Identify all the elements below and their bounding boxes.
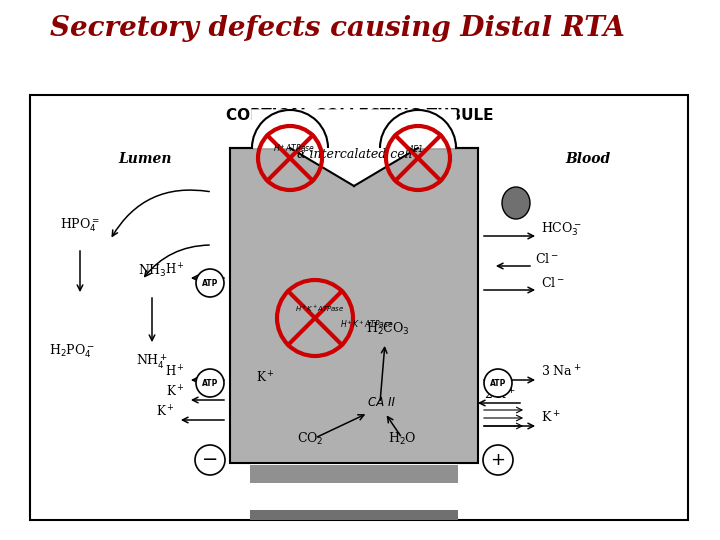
Text: CO$_2$: CO$_2$ (297, 431, 323, 447)
Circle shape (195, 445, 225, 475)
Text: NH$_3$: NH$_3$ (138, 263, 166, 279)
Text: 3 Na$^+$: 3 Na$^+$ (541, 364, 582, 380)
Text: Blood: Blood (565, 152, 611, 166)
Wedge shape (380, 110, 456, 148)
Circle shape (196, 369, 224, 397)
Circle shape (483, 445, 513, 475)
Text: Lumen: Lumen (118, 152, 172, 166)
Text: H$^+$K$^+$ATPase: H$^+$K$^+$ATPase (295, 303, 345, 314)
Text: K$^+$: K$^+$ (166, 384, 185, 400)
Circle shape (484, 369, 512, 397)
Text: AE1: AE1 (408, 145, 423, 154)
Circle shape (196, 269, 224, 297)
Bar (250, 465, 458, 483)
Text: H$_2$CO$_3$: H$_2$CO$_3$ (366, 321, 410, 337)
Text: 2 K$^+$: 2 K$^+$ (485, 388, 516, 403)
Text: ATP: ATP (202, 379, 218, 388)
Text: K$^+$: K$^+$ (156, 404, 175, 420)
Text: +: + (490, 451, 505, 469)
Text: ATP: ATP (202, 279, 218, 287)
Text: −: − (202, 450, 218, 469)
Text: H$^+$: H$^+$ (165, 364, 185, 380)
Bar (30, 95, 688, 520)
Text: H$_2$PO$_4^-$: H$_2$PO$_4^-$ (49, 343, 95, 361)
Text: H$_2$O: H$_2$O (387, 431, 416, 447)
Bar (230, 148, 478, 463)
Text: Cl$^-$: Cl$^-$ (541, 276, 564, 290)
Text: CORTICAL COLLECTING TUBULE: CORTICAL COLLECTING TUBULE (226, 108, 494, 123)
Text: Secretory defects causing Distal RTA: Secretory defects causing Distal RTA (50, 15, 625, 42)
Text: K$^+$: K$^+$ (256, 370, 274, 386)
Text: H$^+$: H$^+$ (165, 262, 185, 278)
Text: NH$_4^+$: NH$_4^+$ (136, 352, 168, 371)
Text: HCO$_3^-$: HCO$_3^-$ (541, 221, 582, 239)
Text: CA II: CA II (369, 396, 395, 409)
Text: HPO$_4^=$: HPO$_4^=$ (60, 216, 100, 233)
Text: K$^+$: K$^+$ (541, 411, 561, 426)
Polygon shape (252, 110, 456, 186)
Wedge shape (252, 110, 328, 148)
Text: ATP: ATP (490, 379, 506, 388)
Text: α intercalated cell: α intercalated cell (297, 148, 413, 161)
Bar (250, 510, 458, 520)
Ellipse shape (502, 187, 530, 219)
Text: H$^+$K$^+$ATPase: H$^+$K$^+$ATPase (340, 318, 394, 330)
Text: H$^+$ATPase: H$^+$ATPase (273, 143, 315, 154)
Text: Cl$^-$: Cl$^-$ (535, 252, 559, 266)
